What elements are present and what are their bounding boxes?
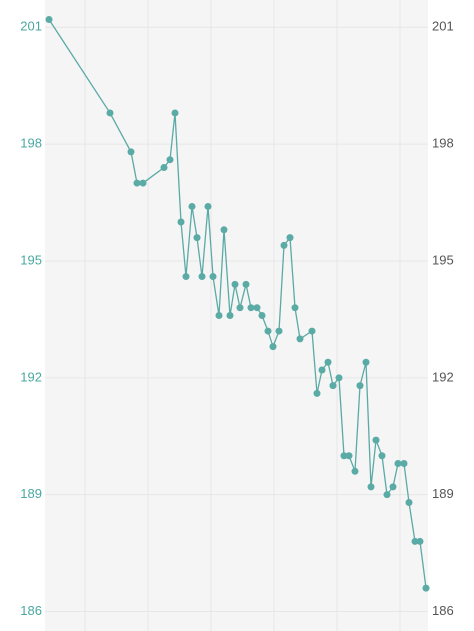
- point: [133, 179, 141, 187]
- point: [188, 202, 196, 210]
- point: [313, 389, 321, 397]
- point: [231, 280, 239, 288]
- point: [209, 273, 217, 281]
- point: [405, 498, 413, 506]
- y-tick-label: 192: [20, 369, 42, 384]
- point: [166, 156, 174, 164]
- point: [220, 226, 228, 234]
- point: [340, 452, 348, 460]
- point: [372, 436, 380, 444]
- point: [182, 273, 190, 281]
- point: [264, 327, 272, 335]
- y2-tick-label: 201: [432, 19, 454, 34]
- point: [127, 148, 135, 156]
- point: [160, 163, 168, 171]
- y-tick-label: 198: [20, 136, 42, 151]
- point: [400, 460, 408, 468]
- point: [45, 15, 53, 23]
- point: [394, 460, 402, 468]
- point: [329, 382, 337, 390]
- point: [204, 202, 212, 210]
- point: [106, 109, 114, 117]
- point: [177, 218, 185, 226]
- point: [269, 343, 277, 351]
- point: [367, 483, 375, 491]
- y-tick-label: 201: [20, 19, 42, 34]
- point: [422, 584, 430, 592]
- point: [236, 304, 244, 312]
- point: [291, 304, 299, 312]
- point: [351, 467, 359, 475]
- y2-tick-label: 192: [432, 369, 454, 384]
- point: [253, 304, 261, 312]
- point: [247, 304, 255, 312]
- y2-tick-label: 186: [432, 603, 454, 618]
- point: [226, 312, 234, 319]
- point: [389, 483, 397, 491]
- point: [324, 358, 332, 366]
- point: [139, 179, 147, 187]
- point: [362, 358, 370, 366]
- y2-tick-label: 198: [432, 136, 454, 151]
- y-tick-label: 195: [20, 252, 42, 267]
- point: [378, 452, 386, 460]
- point: [296, 335, 304, 343]
- point: [242, 280, 250, 288]
- point: [215, 312, 223, 319]
- point: [258, 312, 266, 319]
- point: [275, 327, 283, 335]
- point: [356, 382, 364, 390]
- y2-tick-label: 189: [432, 486, 454, 501]
- point: [286, 234, 294, 242]
- y2-tick-label: 195: [432, 252, 454, 267]
- point: [335, 374, 343, 382]
- point: [318, 366, 326, 374]
- y-tick-label: 189: [20, 486, 42, 501]
- point: [280, 241, 288, 249]
- point: [383, 491, 391, 499]
- point: [308, 327, 316, 335]
- y-tick-label: 186: [20, 603, 42, 618]
- point: [171, 109, 179, 117]
- point: [198, 273, 206, 281]
- point: [193, 234, 201, 242]
- point: [416, 537, 424, 545]
- plot-background: [45, 0, 428, 631]
- point: [345, 452, 353, 460]
- point: [411, 537, 419, 545]
